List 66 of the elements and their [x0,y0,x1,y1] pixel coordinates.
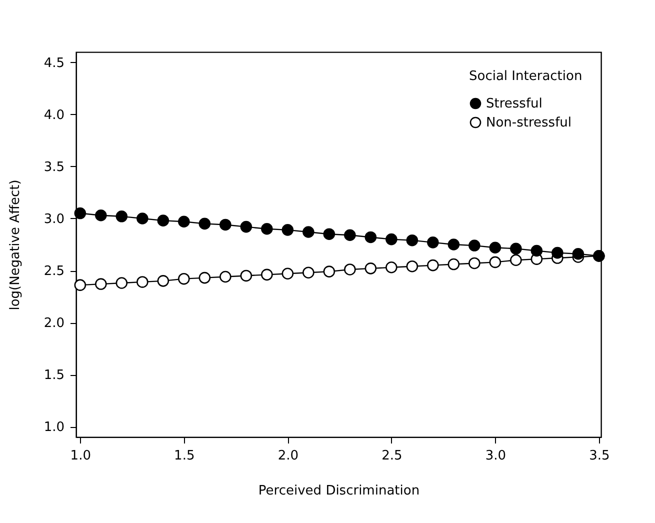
point [74,279,86,291]
point [510,254,522,266]
point [178,216,190,228]
point [406,260,418,272]
x-tick-label: 3.0 [485,448,506,464]
point [386,262,398,274]
point [116,277,128,289]
point [530,244,543,257]
point [74,207,86,220]
point [468,257,480,270]
point [261,268,273,281]
y-tick-label: 4.0 [44,108,64,123]
y-tick-label: 1.0 [44,420,64,436]
y-tick-label: 3.5 [44,160,64,175]
point [344,229,356,242]
legend-title: Social Interaction [469,69,582,84]
point [157,275,170,287]
point [406,234,418,246]
point [489,256,502,268]
point [282,268,294,280]
point [572,248,584,260]
point [240,270,252,282]
x-tick-label: 1.0 [70,448,91,464]
y-tick-label: 4.5 [44,56,64,71]
x-tick-label: 3.5 [589,448,610,464]
point [261,223,273,235]
point [489,242,502,254]
point [302,226,314,238]
point [510,242,522,255]
point [116,210,128,222]
point [344,264,356,276]
point [364,262,377,274]
point [323,228,336,240]
point [323,266,336,278]
x-axis-title: Perceived Discrimination [258,484,420,498]
point [282,224,294,236]
point [427,236,439,248]
point [448,238,460,250]
y-axis-title: log(Negative Affect) [8,180,23,310]
y-tick-label: 3.0 [44,212,64,227]
point [468,240,480,252]
point [302,266,314,278]
point [95,209,107,222]
x-tick-label: 2.0 [278,448,299,464]
point [157,214,170,226]
x-tick-label: 2.5 [382,448,402,464]
point [136,212,148,224]
y-tick-label: 1.5 [44,368,64,384]
point [448,258,460,270]
y-tick-label: 2.5 [44,264,64,280]
legend-label: Non-stressful [486,116,572,130]
point [178,272,190,285]
point [220,270,232,283]
point [552,246,564,259]
point [198,272,211,284]
point [198,218,211,230]
point [95,278,107,290]
point [386,233,398,246]
point [427,259,439,272]
point [220,218,232,231]
point [240,220,252,233]
point [364,231,377,244]
y-tick-label: 2.0 [44,316,64,332]
point [136,276,148,288]
legend-label: Stressful [486,96,542,112]
x-tick-label: 1.5 [174,448,195,464]
